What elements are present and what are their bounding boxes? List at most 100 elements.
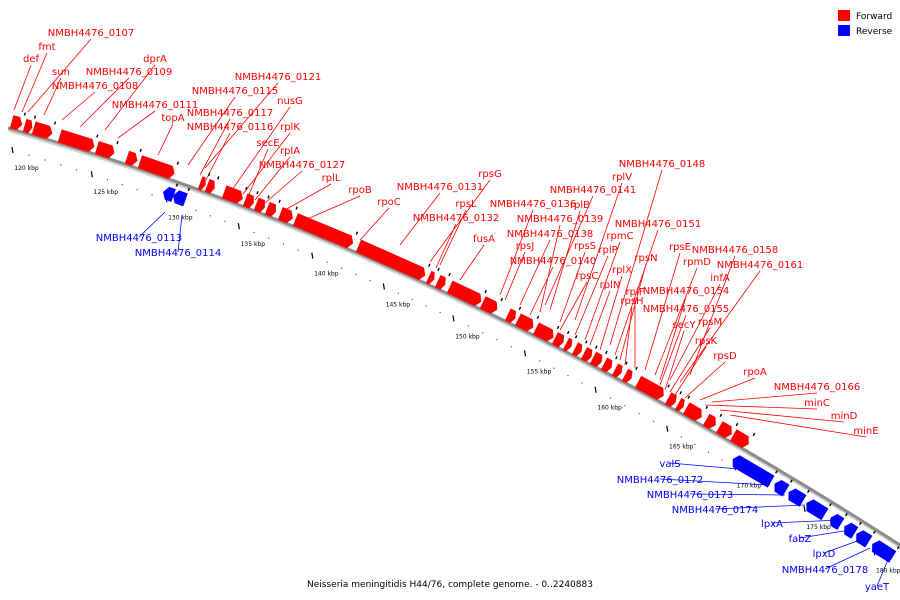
forward-gene-arrow: [221, 185, 243, 204]
fwd-gene-label: NMBH4476_0138: [507, 229, 593, 240]
scale-label-180-kbp: 180 kbp: [876, 567, 900, 574]
footer-caption: Neisseria meningitidis H44/76, complete …: [307, 580, 593, 590]
gene-boundary-mark: [176, 161, 180, 165]
fwd-gene-label: NMBH4476_0140: [510, 256, 596, 267]
scale-tick-155-kbp: [523, 350, 527, 357]
forward-gene-arrow: [204, 179, 215, 194]
scale-label-135-kbp: 135 kbp: [241, 241, 266, 248]
forward-gene-arrow: [446, 280, 482, 307]
fwd-gene-label: rplP: [598, 245, 617, 256]
gene-boundary-mark: [116, 140, 119, 145]
gene-boundary-mark: [775, 470, 778, 474]
fwd-gene-label: rplV: [612, 172, 632, 183]
fwd-leader-line: [247, 148, 269, 198]
fwd-gene-label: minC: [804, 398, 830, 409]
fwd-leader-line: [614, 229, 659, 356]
gene-boundary-mark: [556, 325, 560, 330]
gene-boundary-mark: [175, 183, 179, 187]
fwd-leader-line: [589, 290, 611, 346]
forward-gene-arrow: [634, 375, 664, 400]
fwd-leader-line: [729, 414, 867, 438]
fwd-leader-line: [624, 306, 633, 366]
fwd-gene-label: NMBH4476_0141: [550, 185, 636, 196]
fwd-gene-label: NMBH4476_0108: [52, 81, 138, 92]
forward-gene-arrow: [532, 322, 554, 342]
reverse-gene-arrow: [774, 480, 790, 497]
rev-leader-line: [714, 504, 806, 510]
minor-tick: [297, 249, 299, 251]
minor-tick: [224, 220, 226, 222]
rev-gene-label: NMBH4476_0113: [96, 233, 182, 244]
fwd-gene-label: rplN: [600, 280, 621, 291]
fwd-gene-label: NMBH4476_0151: [615, 219, 701, 230]
rev-leader-line: [177, 214, 183, 253]
fwd-gene-label: rpsG: [478, 169, 501, 180]
minor-tick: [496, 339, 498, 341]
fwd-gene-label: rpsM: [698, 317, 722, 328]
gene-boundary-mark: [566, 330, 570, 335]
minor-tick: [340, 267, 343, 269]
scale-tick-150-kbp: [452, 315, 455, 322]
legend-forward-swatch: [838, 10, 850, 21]
gene-boundary-mark: [139, 148, 142, 152]
fwd-gene-label: minD: [831, 411, 858, 422]
fwd-leader-line: [187, 96, 236, 166]
fwd-leader-line: [304, 195, 361, 221]
fwd-gene-label: rpsJ: [516, 241, 535, 252]
fwd-leader-line: [519, 239, 551, 306]
forward-gene-arrow: [434, 275, 446, 290]
rev-leader-line: [823, 539, 861, 554]
forward-gene-arrow: [425, 270, 435, 285]
rev-leader-line: [689, 493, 786, 496]
forward-gene-arrow: [504, 308, 517, 324]
gene-boundary-mark: [187, 187, 191, 192]
fwd-leader-line: [719, 409, 845, 423]
minor-tick: [425, 305, 427, 307]
gene-boundary-mark: [896, 545, 900, 550]
fwd-gene-label: fusA: [473, 234, 495, 245]
fwd-gene-label: NMBH4476_0111: [112, 100, 198, 111]
forward-gene-arrow: [562, 337, 573, 352]
fwd-gene-label: secY: [673, 320, 697, 331]
fwd-leader-line: [704, 404, 818, 410]
gene-boundary-mark: [500, 297, 504, 302]
fwd-leader-line: [27, 38, 92, 113]
minor-tick: [624, 405, 626, 407]
forward-gene-arrow: [479, 296, 498, 314]
tick-layer: 120 kbp 125 kbp 130 kbp 135 kbp 140 kbp 145 k…: [11, 146, 900, 574]
scale-tick-145-kbp: [382, 283, 385, 290]
minor-tick: [694, 443, 696, 446]
gene-boundary-mark: [858, 521, 862, 526]
gene-boundary-mark: [208, 172, 211, 177]
minor-tick: [253, 231, 255, 234]
gene-boundary-mark: [448, 272, 451, 277]
fwd-gene-label: rpoC: [377, 197, 401, 208]
reverse-gene-arrow: [163, 186, 176, 202]
gene-boundary-mark: [705, 405, 709, 409]
forward-gene-arrow: [674, 397, 685, 412]
fwd-leader-line: [669, 327, 711, 393]
forward-gene-arrow: [264, 201, 276, 218]
forward-gene-arrow: [551, 332, 565, 348]
gene-boundary-mark: [625, 361, 628, 365]
forward-gene-arrow: [57, 129, 95, 153]
minor-tick: [638, 412, 640, 415]
fwd-leader-line: [539, 224, 561, 313]
forward-gene-arrow: [611, 363, 623, 378]
minor-tick: [567, 374, 569, 377]
scale-label-150-kbp: 150 kbp: [455, 333, 480, 340]
fwd-leader-line: [43, 77, 62, 116]
forward-gene-arrow: [514, 313, 534, 332]
scale-tick-175-kbp: [803, 505, 806, 512]
fwd-leader-line: [399, 192, 441, 246]
fwd-leader-line: [21, 52, 48, 113]
gene-boundary-mark: [355, 231, 359, 235]
fwd-gene-label: topA: [161, 113, 184, 124]
minor-tick: [369, 280, 371, 282]
rev-gene-label: lpxA: [761, 519, 783, 530]
forward-gene-arrow: [571, 342, 583, 357]
fwd-gene-label: rpsE: [669, 242, 691, 253]
gene-boundary-mark: [256, 191, 259, 195]
fwd-gene-label: infA: [710, 273, 730, 284]
